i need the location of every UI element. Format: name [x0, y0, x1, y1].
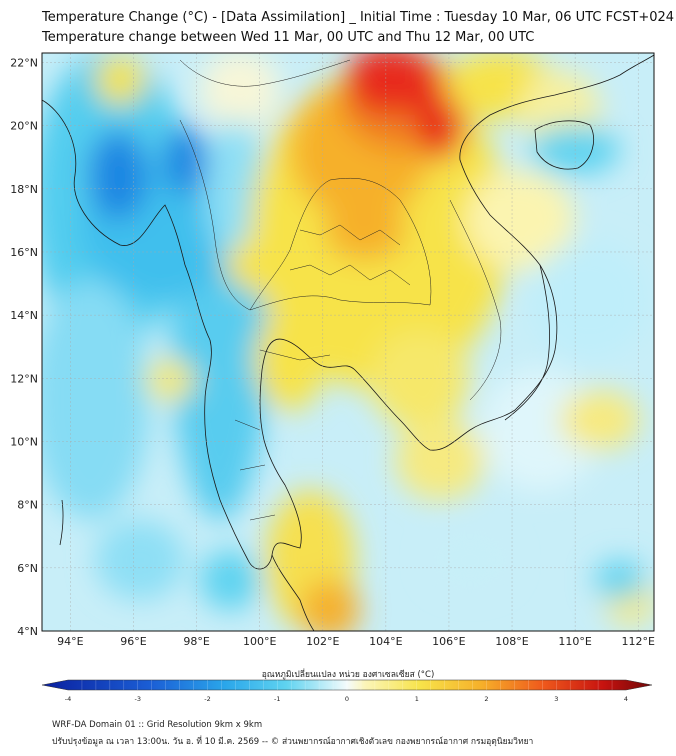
colorbar-tick-neg4: -4 [65, 695, 71, 703]
malay-peninsula [271, 554, 315, 631]
colorbar-title: อุณหภูมิเปลี่ยนแปลง หน่วย องศาเซลเซียส (… [262, 668, 435, 680]
plot-frame [41, 52, 655, 632]
lon-label-110e: 110°E [558, 635, 591, 648]
footer-update-info: ปรับปรุงข้อมูล ณ เวลา 13:00น. วัน อ. ที่… [52, 737, 534, 747]
lon-label-104e: 104°E [369, 635, 402, 648]
lat-label-20n: 20°N [10, 120, 38, 133]
colorbar-tick-4: 4 [624, 695, 628, 703]
vietnam-coast [504, 264, 550, 421]
lon-label-96e: 96°E [120, 635, 146, 648]
lat-label-8n: 8°N [17, 499, 38, 512]
longitude-axis: 94°E 96°E 98°E 100°E 102°E 104°E 106°E 1… [57, 635, 655, 648]
lat-label-22n: 22°N [10, 57, 38, 70]
map-title-line2: Temperature change between Wed 11 Mar, 0… [42, 30, 535, 45]
colorbar-tick-neg1: -1 [274, 695, 280, 703]
lat-label-14n: 14°N [10, 309, 38, 322]
andaman-islands [59, 499, 64, 546]
hainan-island [534, 120, 594, 170]
lat-label-18n: 18°N [10, 183, 38, 196]
colorbar-tick-neg3: -3 [135, 695, 141, 703]
lon-label-100e: 100°E [243, 635, 276, 648]
colorbar-bar [41, 679, 653, 691]
colorbar-segments [81, 680, 613, 690]
coastlines [42, 54, 654, 631]
colorbar-tick-1: 1 [415, 695, 419, 703]
colorbar: อุณหภูมิเปลี่ยนแปลง หน่วย องศาเซลเซียส (… [41, 668, 653, 703]
mainland-coastline [42, 54, 654, 570]
lon-label-98e: 98°E [183, 635, 209, 648]
colorbar-tick-3: 3 [554, 695, 558, 703]
colorbar-tick-2: 2 [484, 695, 488, 703]
lat-label-10n: 10°N [10, 436, 38, 449]
admin-borders [179, 59, 502, 521]
lon-label-108e: 108°E [495, 635, 528, 648]
lon-label-102e: 102°E [306, 635, 339, 648]
lat-label-12n: 12°N [10, 372, 38, 385]
latitude-axis: 22°N 20°N 18°N 16°N 14°N 12°N 10°N 8°N 6… [10, 57, 38, 639]
lat-label-16n: 16°N [10, 246, 38, 259]
map-title-line1: Temperature Change (°C) - [Data Assimila… [42, 10, 675, 25]
lon-label-106e: 106°E [432, 635, 465, 648]
lon-label-94e: 94°E [57, 635, 83, 648]
lon-label-112e: 112°E [621, 635, 654, 648]
lat-label-4n: 4°N [17, 625, 38, 638]
lat-label-6n: 6°N [17, 562, 38, 575]
colorbar-tick-neg2: -2 [204, 695, 210, 703]
footer-model-info: WRF-DA Domain 01 :: Grid Resolution 9km … [52, 720, 263, 730]
colorbar-tick-0: 0 [345, 695, 349, 703]
temperature-field [42, 53, 654, 631]
gridlines [42, 53, 654, 631]
